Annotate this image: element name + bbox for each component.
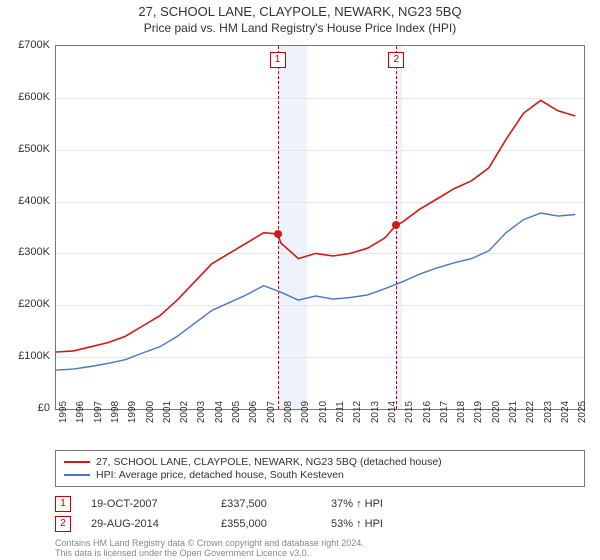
footer-attribution: Contains HM Land Registry data © Crown c… [55,538,364,559]
x-tick-label: 2005 [231,401,242,423]
chart-subtitle: Price paid vs. HM Land Registry's House … [0,21,600,35]
chart-title-address: 27, SCHOOL LANE, CLAYPOLE, NEWARK, NG23 … [0,4,600,19]
y-tick-label: £400K [18,195,50,207]
legend-label-hpi: HPI: Average price, detached house, Sout… [96,469,344,481]
x-tick-label: 2018 [456,401,467,423]
y-tick-label: £500K [18,143,50,155]
x-tick-label: 2007 [266,401,277,423]
footer-line1: Contains HM Land Registry data © Crown c… [55,538,364,548]
x-tick-label: 2016 [422,401,433,423]
legend-swatch-hpi [64,474,90,476]
chart-container: 27, SCHOOL LANE, CLAYPOLE, NEWARK, NG23 … [0,0,600,560]
x-tick-label: 2013 [370,401,381,423]
sale-price-2: £355,000 [221,518,331,530]
x-tick-label: 2010 [318,401,329,423]
x-tick-label: 1997 [93,401,104,423]
sale-pct-2: 53% ↑ HPI [331,518,441,530]
x-tick-label: 1996 [75,401,86,423]
sale-row-2: 2 29-AUG-2014 £355,000 53% ↑ HPI [55,516,585,532]
x-tick-label: 2024 [560,401,571,423]
plot-area: 12 [55,45,585,410]
x-tick-label: 2023 [543,401,554,423]
y-tick-label: £600K [18,91,50,103]
x-tick-label: 1999 [127,401,138,423]
x-tick-label: 2025 [577,401,588,423]
y-tick-label: £0 [38,402,50,414]
x-tick-label: 2008 [283,401,294,423]
series-svg [56,46,584,409]
x-tick-label: 2022 [525,401,536,423]
legend-label-property: 27, SCHOOL LANE, CLAYPOLE, NEWARK, NG23 … [96,456,442,468]
legend-item-property: 27, SCHOOL LANE, CLAYPOLE, NEWARK, NG23 … [64,456,576,468]
x-tick-label: 2000 [145,401,156,423]
x-tick-label: 1998 [110,401,121,423]
sale-price-1: £337,500 [221,498,331,510]
x-tick-label: 1995 [58,401,69,423]
sale-marker-2: 2 [55,516,71,532]
x-tick-label: 2011 [335,401,346,423]
sale-pct-1: 37% ↑ HPI [331,498,441,510]
x-tick-label: 2019 [473,401,484,423]
series-line-hpi [56,213,575,370]
x-tick-label: 2001 [162,401,173,423]
x-tick-label: 2020 [491,401,502,423]
x-tick-label: 2006 [248,401,259,423]
legend: 27, SCHOOL LANE, CLAYPOLE, NEWARK, NG23 … [55,450,585,487]
x-tick-label: 2017 [439,401,450,423]
series-line-property [56,100,575,352]
y-tick-label: £200K [18,298,50,310]
x-tick-label: 2003 [196,401,207,423]
sale-date-1: 19-OCT-2007 [91,498,221,510]
sale-marker-1: 1 [55,496,71,512]
x-tick-label: 2021 [508,401,519,423]
footer-line2: This data is licensed under the Open Gov… [55,548,364,558]
x-tick-label: 2002 [179,401,190,423]
y-tick-label: £700K [18,39,50,51]
sale-row-1: 1 19-OCT-2007 £337,500 37% ↑ HPI [55,496,585,512]
y-tick-label: £100K [18,350,50,362]
x-tick-label: 2014 [387,401,398,423]
title-block: 27, SCHOOL LANE, CLAYPOLE, NEWARK, NG23 … [0,0,600,35]
legend-item-hpi: HPI: Average price, detached house, Sout… [64,469,576,481]
x-tick-label: 2012 [352,401,363,423]
sale-date-2: 29-AUG-2014 [91,518,221,530]
x-tick-label: 2015 [404,401,415,423]
legend-swatch-property [64,461,90,463]
y-tick-label: £300K [18,246,50,258]
x-tick-label: 2009 [300,401,311,423]
x-tick-label: 2004 [214,401,225,423]
